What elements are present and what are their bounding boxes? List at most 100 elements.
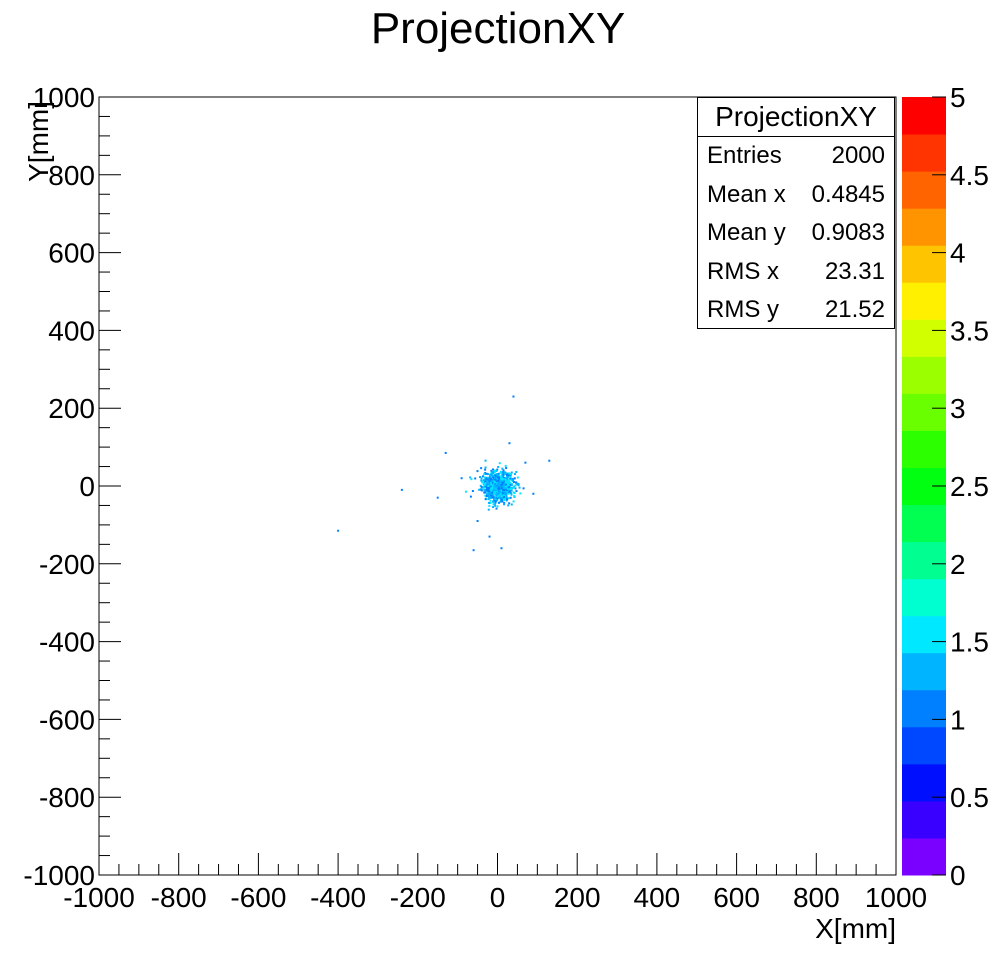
data-point [491,471,494,474]
data-point [490,479,493,482]
data-point [498,489,501,492]
data-point [507,478,510,481]
data-point [508,486,511,489]
data-point [490,490,493,493]
data-point [517,484,520,487]
data-point-outlier [524,461,527,464]
data-point [489,501,492,504]
data-point [484,472,487,475]
data-point [484,485,487,488]
data-point-outlier [508,442,511,445]
data-point [508,472,511,475]
data-point [493,473,496,476]
data-point [496,473,499,476]
data-point [500,495,503,498]
data-point [501,467,504,470]
data-point [513,486,516,489]
data-point [496,468,499,471]
data-point [480,479,483,482]
data-point [469,476,472,479]
data-point [507,483,510,486]
data-point [510,471,513,474]
data-point [510,503,513,506]
data-point [508,490,511,493]
data-point [509,477,512,480]
data-point [485,476,488,479]
data-point [491,486,494,489]
stats-label: RMS y [707,296,779,323]
y-tick-label: -1000 [23,860,95,891]
stats-box-title: ProjectionXY [698,98,894,137]
data-point [493,490,496,493]
data-point [500,497,503,500]
data-point [489,474,492,477]
data-point [490,474,493,477]
data-point [490,478,493,481]
data-point [486,478,489,481]
color-scale-segment [902,356,946,394]
data-point [498,492,501,495]
data-point [486,481,489,484]
data-point [478,476,481,479]
data-point [492,478,495,481]
data-point [501,473,504,476]
color-scale-segment [902,171,946,209]
data-point [503,471,506,474]
data-point [499,500,502,503]
color-scale-tick-label: 2.5 [950,471,989,502]
data-point [495,490,498,493]
data-point-outlier [532,492,535,495]
data-point [497,495,500,498]
color-scale-segment [902,208,946,246]
x-tick-label: 400 [634,882,681,913]
data-point [492,472,495,475]
stats-row-entries: Entries 2000 [698,137,894,176]
data-point [490,492,493,495]
data-point [505,493,508,496]
data-point [484,479,487,482]
data-point [503,503,506,506]
data-point-outlier [337,529,340,532]
data-point [517,483,520,486]
data-point [505,483,508,486]
data-point [484,468,487,471]
data-point [484,466,487,469]
data-point [495,486,498,489]
data-point [490,472,493,475]
data-point [494,480,497,483]
data-point [501,500,504,503]
data-point [509,491,512,494]
data-point [506,487,509,490]
data-point [494,477,497,480]
data-points [337,395,551,552]
y-tick-label: 1000 [33,82,95,113]
data-point [496,476,499,479]
data-point [512,500,515,503]
data-point [494,492,497,495]
data-point [503,494,506,497]
data-point [501,485,504,488]
data-point-outlier [460,477,463,480]
data-point [502,492,505,495]
y-tick-label: -600 [39,704,95,735]
data-point-outlier [400,488,403,491]
data-point [494,496,497,499]
data-point [505,495,508,498]
color-scale-segment [902,245,946,283]
data-point [496,499,499,502]
data-point [480,489,483,492]
data-point [512,481,515,484]
y-tick-label: 600 [48,238,95,269]
data-point [485,488,488,491]
data-point [500,496,503,499]
data-point [489,485,492,488]
data-point [481,481,484,484]
stats-value: 23.31 [824,257,885,285]
data-point [491,484,494,487]
data-point [487,508,490,511]
y-tick-label: 0 [79,471,95,502]
data-point [494,501,497,504]
data-point [495,470,498,473]
data-point [496,475,499,478]
color-scale-tick-label: 0.5 [950,782,989,813]
